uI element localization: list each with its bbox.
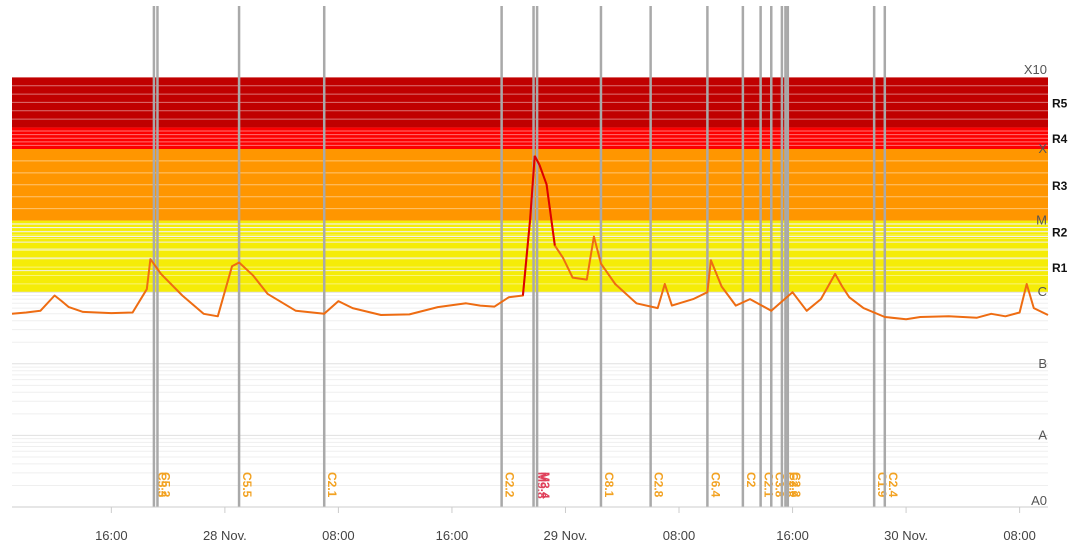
flux-line-highlight <box>521 220 531 296</box>
x-tick-label: 08:00 <box>1003 528 1036 543</box>
flux-line-highlight <box>533 155 541 166</box>
x-tick-label: 16:00 <box>95 528 128 543</box>
band-label-r2: R2 <box>1052 225 1068 239</box>
flare-markers: C5.3C5.2 C5.5 C2.1 C2.2 M9.8M3.4 C8.1 C2.8 C6.4… <box>152 6 900 507</box>
x-tick-label: 16:00 <box>776 528 809 543</box>
y-class-label: M <box>1036 213 1047 228</box>
flare-marker-label: C5.2 <box>158 472 172 498</box>
flux-line-highlight <box>538 164 548 185</box>
y-class-label: A <box>1038 427 1047 442</box>
flare-marker-label: C2.2 <box>789 472 803 498</box>
band-label-r5: R5 <box>1052 96 1068 110</box>
x-tick-label: 28 Nov. <box>203 528 247 543</box>
flux-line-highlight <box>529 155 536 221</box>
y-class-label: B <box>1038 356 1047 371</box>
band-labels: R1 R2 R3 R4 R5 <box>1052 96 1068 275</box>
flare-marker-label: C2 <box>744 472 758 488</box>
y-class-label: X <box>1038 141 1047 156</box>
flare-marker-label: M3.4 <box>538 472 552 499</box>
flux-line-highlight <box>545 184 556 246</box>
flare-marker-label: C6.4 <box>708 472 722 498</box>
flare-marker-label: C2.4 <box>886 472 900 498</box>
x-tick-label: 08:00 <box>322 528 355 543</box>
y-class-labels: A0 A B C M X X10 <box>1024 62 1047 508</box>
y-class-label: A0 <box>1031 493 1047 508</box>
band-label-r1: R1 <box>1052 261 1068 275</box>
band-label-r3: R3 <box>1052 179 1068 193</box>
radio-blackout-bands <box>12 77 1048 293</box>
flare-marker-label: C2.1 <box>325 472 339 498</box>
band-label-r4: R4 <box>1052 132 1068 146</box>
flare-marker-label: C2.2 <box>503 472 517 498</box>
x-tick-label: 08:00 <box>663 528 696 543</box>
y-class-label: X10 <box>1024 62 1047 77</box>
x-tick-label: 16:00 <box>436 528 469 543</box>
flare-marker-label: C5.5 <box>240 472 254 498</box>
x-tick-label: 29 Nov. <box>544 528 588 543</box>
y-class-label: C <box>1038 284 1047 299</box>
x-tick-label: 30 Nov. <box>884 528 928 543</box>
flare-marker-label: C2.9 <box>786 472 800 498</box>
flare-marker-label: C2.8 <box>652 472 666 498</box>
flux-series <box>11 154 1049 321</box>
x-axis-ticks: 16:00 28 Nov. 08:00 16:00 29 Nov. 08:00 16:00 3… <box>95 507 1036 543</box>
flare-marker-label: C8.1 <box>602 472 616 498</box>
